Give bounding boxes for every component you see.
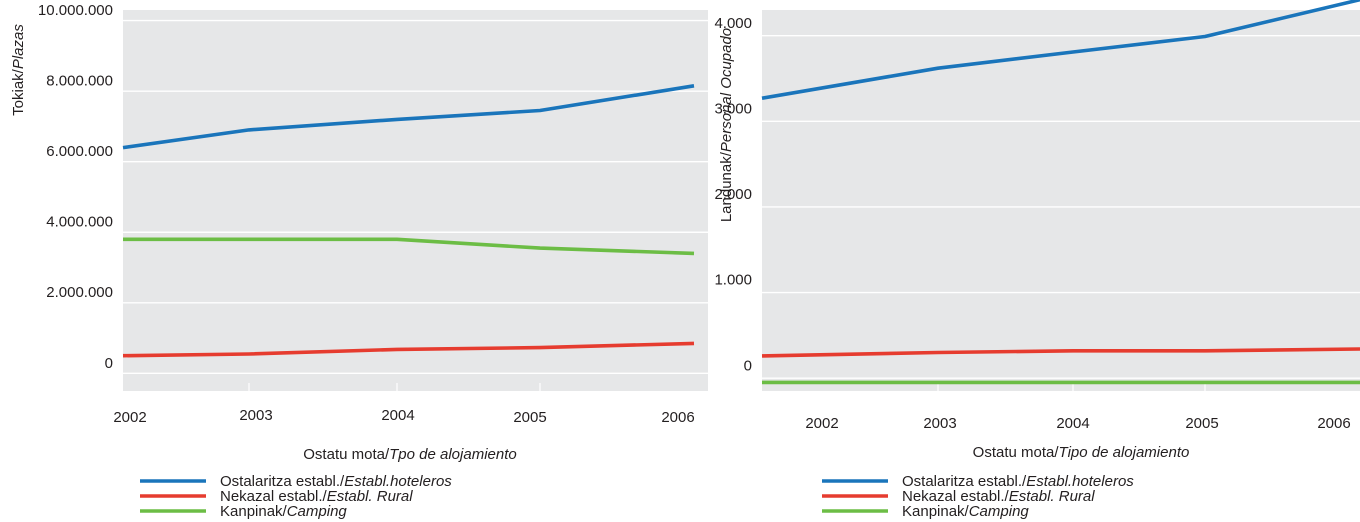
x-tick-label: 2006 <box>1317 415 1350 432</box>
legend-label: Ostalaritza establ./Establ.hoteleros <box>220 473 452 490</box>
y-tick-label: 2.000.000 <box>46 284 113 301</box>
y-axis-title: Landunak/Personal Ocupado <box>718 28 735 222</box>
x-tick-label: 2004 <box>381 407 414 424</box>
x-tick-label: 2005 <box>1185 415 1218 432</box>
chart-2: 0 1.000 2.000 3.000 4.000 2002 2003 2004 2005 200… <box>714 0 1360 520</box>
series-line-2 <box>122 341 695 358</box>
chart-1: 0 2.000.000 4.000.000 6.000.000 8.000.000 10.… <box>10 2 708 520</box>
y-tick-label: 2.000 <box>714 186 752 203</box>
y-tick-label: 1.000 <box>714 272 752 289</box>
series-line-2 <box>761 347 1360 358</box>
legend-label: Kanpinak/Camping <box>220 503 347 520</box>
y-tick-label: 3.000 <box>714 100 752 117</box>
legend-label: Nekazal establ./Establ. Rural <box>220 488 413 505</box>
y-tick-label: 4.000.000 <box>46 214 113 231</box>
series-line-1 <box>761 0 1360 100</box>
y-tick-label: 6.000.000 <box>46 143 113 160</box>
x-tick-label: 2006 <box>661 409 694 426</box>
y-tick-label: 8.000.000 <box>46 73 113 90</box>
x-tick-label: 2003 <box>239 407 272 424</box>
y-axis-title: Tokiak/Plazas <box>10 24 27 116</box>
x-tick-label: 2004 <box>1056 415 1089 432</box>
series-line-3 <box>123 237 695 256</box>
y-tick-label: 0 <box>744 357 752 374</box>
legend: Ostalaritza establ./Establ.hotelerosNeka… <box>822 473 1134 520</box>
y-tick-label: 0 <box>105 355 113 372</box>
plot-area <box>762 10 1360 391</box>
x-tick-label: 2002 <box>805 415 838 432</box>
x-axis-title: Ostatu mota/Tpo de alojamiento <box>303 446 516 463</box>
legend: Ostalaritza establ./Establ.hotelerosNeka… <box>140 473 452 520</box>
plot-area <box>123 10 708 391</box>
x-tick-label: 2005 <box>513 409 546 426</box>
x-axis-title: Ostatu mota/Tipo de alojamiento <box>973 444 1190 461</box>
legend-label: Ostalaritza establ./Establ.hoteleros <box>902 473 1134 490</box>
y-tick-label: 4.000 <box>714 15 752 32</box>
y-tick-label: 10.000.000 <box>38 2 113 19</box>
legend-label: Nekazal establ./Establ. Rural <box>902 488 1095 505</box>
series-line-1 <box>122 84 695 150</box>
x-tick-label: 2003 <box>923 415 956 432</box>
x-tick-label: 2002 <box>113 409 146 426</box>
legend-label: Kanpinak/Camping <box>902 503 1029 520</box>
